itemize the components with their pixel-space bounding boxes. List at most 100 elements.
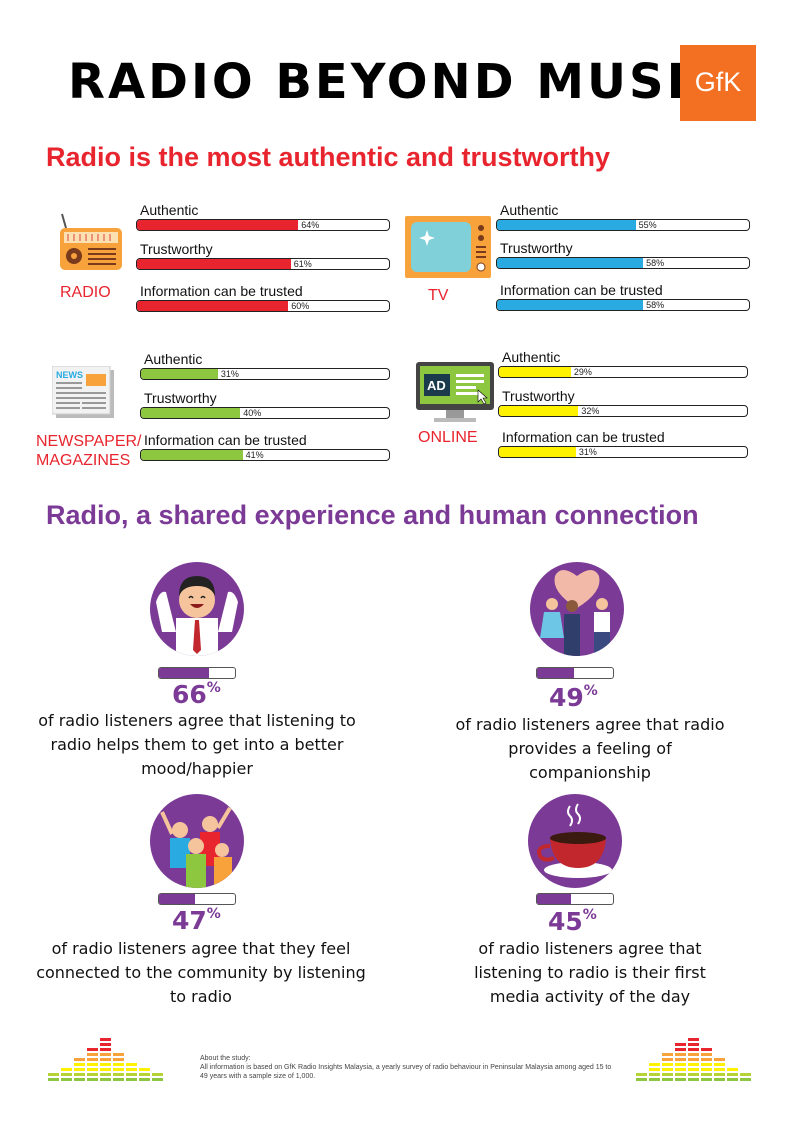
equalizer-right-icon — [636, 1038, 751, 1081]
bar-value-online-1: 29% — [573, 367, 592, 377]
stat-sign-1: % — [206, 680, 221, 696]
media-label-tv: TV — [428, 287, 449, 304]
bar-tv-2: 58% — [496, 257, 750, 269]
ad-label: AD — [427, 378, 446, 393]
stat-circle-2 — [530, 562, 624, 656]
stat-text-1: of radio listeners agree that listening … — [38, 711, 356, 778]
bar-fill-online-2 — [499, 406, 579, 416]
bar-value-radio-3: 60% — [291, 301, 310, 311]
tv-icon — [405, 216, 491, 278]
bar-value-tv-2: 58% — [646, 258, 665, 268]
metric-label-newspaper-3: Information can be trusted — [144, 432, 307, 448]
media-label-newspaper: NEWSPAPER/ MAGAZINES — [36, 433, 142, 469]
bar-fill-radio-1 — [137, 220, 299, 230]
bar-radio-2: 61% — [136, 258, 390, 270]
equalizer-left-icon — [48, 1038, 163, 1081]
stat-circle-1 — [150, 562, 244, 656]
bar-newspaper-1: 31% — [140, 368, 390, 380]
bar-value-online-2: 32% — [581, 406, 600, 416]
metric-label-tv-1: Authentic — [500, 202, 559, 218]
bar-newspaper-2: 40% — [140, 407, 390, 419]
metric-label-tv-2: Trustworthy — [500, 240, 573, 256]
media-label-online: ONLINE — [418, 429, 478, 446]
media-label-radio: RADIO — [60, 284, 111, 301]
bar-online-1: 29% — [498, 366, 748, 378]
metric-label-online-1: Authentic — [502, 349, 561, 365]
page-title: RADIO BEYOND MUSIC — [68, 54, 726, 110]
gfk-logo: GfK — [680, 45, 756, 121]
bar-value-tv-1: 55% — [638, 220, 657, 230]
stat-bar-fill-1 — [159, 668, 210, 678]
stat-sign-3: % — [206, 906, 221, 922]
stat-value-1: 66% — [172, 680, 221, 709]
metric-label-online-2: Trustworthy — [502, 388, 575, 404]
bar-value-newspaper-2: 40% — [243, 408, 262, 418]
metric-label-tv-3: Information can be trusted — [500, 282, 663, 298]
stat-bar-fill-4 — [537, 894, 572, 904]
bar-tv-1: 55% — [496, 219, 750, 231]
metric-label-radio-1: Authentic — [140, 202, 199, 218]
stat-bar-fill-3 — [159, 894, 195, 904]
stat-number-2: 49 — [549, 683, 584, 712]
happy-man-icon — [156, 576, 238, 656]
bar-value-tv-3: 58% — [646, 300, 665, 310]
stat-circle-3 — [150, 794, 244, 888]
stat-text-2: of radio listeners agree that radio prov… — [455, 715, 725, 782]
stat-bar-1 — [158, 667, 236, 679]
bar-fill-tv-1 — [497, 220, 636, 230]
bar-radio-1: 64% — [136, 219, 390, 231]
stat-text-4: of radio listeners agree that listening … — [474, 939, 706, 1006]
stat-text-3: of radio listeners agree that they feel … — [36, 939, 366, 1006]
stat-bar-3 — [158, 893, 236, 905]
about-study: About the study: All information is base… — [200, 1054, 620, 1081]
bar-fill-online-1 — [499, 367, 571, 377]
newspaper-icon: NEWS — [52, 366, 114, 418]
coffee-cup-icon — [537, 803, 612, 878]
metric-label-radio-2: Trustworthy — [140, 241, 213, 257]
bar-fill-newspaper-3 — [141, 450, 243, 460]
stat-circle-4 — [528, 794, 622, 888]
stat-value-2: 49% — [549, 683, 598, 712]
section-heading-trust: Radio is the most authentic and trustwor… — [46, 142, 611, 172]
bar-value-newspaper-3: 41% — [245, 450, 264, 460]
bar-fill-newspaper-2 — [141, 408, 241, 418]
section-heading-shared: Radio, a shared experience and human con… — [46, 500, 699, 530]
stat-value-4: 45% — [548, 907, 597, 936]
metric-label-newspaper-1: Authentic — [144, 351, 203, 367]
stat-bar-fill-2 — [537, 668, 575, 678]
bar-fill-tv-2 — [497, 258, 644, 268]
about-heading: About the study: — [200, 1055, 251, 1062]
bar-tv-3: 58% — [496, 299, 750, 311]
bar-fill-radio-3 — [137, 301, 289, 311]
metric-label-online-3: Information can be trusted — [502, 429, 665, 445]
radio-icon — [60, 213, 122, 270]
bar-value-online-3: 31% — [578, 447, 597, 457]
logo-text: GfK — [694, 67, 742, 97]
stat-number-3: 47 — [172, 906, 207, 935]
stat-sign-2: % — [583, 683, 598, 699]
stat-bar-2 — [536, 667, 614, 679]
about-body: All information is based on GfK Radio In… — [200, 1064, 612, 1080]
metric-label-radio-3: Information can be trusted — [140, 283, 303, 299]
stat-sign-4: % — [582, 907, 597, 923]
crowd-icon — [160, 806, 232, 888]
bar-radio-3: 60% — [136, 300, 390, 312]
stat-number-1: 66 — [172, 680, 207, 709]
stat-number-4: 45 — [548, 907, 583, 936]
stat-value-3: 47% — [172, 906, 221, 935]
bar-online-2: 32% — [498, 405, 748, 417]
bar-online-3: 31% — [498, 446, 748, 458]
bar-fill-online-3 — [499, 447, 576, 457]
metric-label-newspaper-2: Trustworthy — [144, 390, 217, 406]
bar-fill-tv-3 — [497, 300, 644, 310]
bar-fill-newspaper-1 — [141, 369, 218, 379]
bar-value-newspaper-1: 31% — [220, 369, 239, 379]
bar-value-radio-1: 64% — [301, 220, 320, 230]
stat-bar-4 — [536, 893, 614, 905]
bar-fill-radio-2 — [137, 259, 291, 269]
news-label: NEWS — [56, 370, 83, 380]
bar-newspaper-3: 41% — [140, 449, 390, 461]
bar-value-radio-2: 61% — [293, 259, 312, 269]
online-ad-icon: AD — [416, 362, 494, 422]
heart-people-icon — [540, 570, 610, 656]
